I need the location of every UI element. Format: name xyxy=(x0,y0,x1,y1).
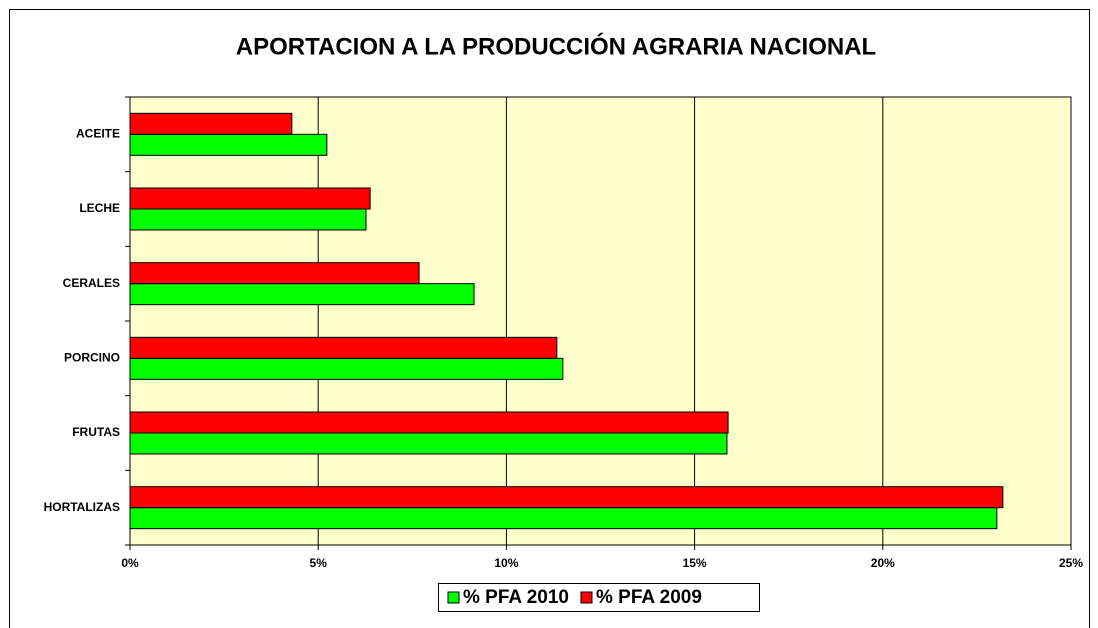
x-tick-label: 25% xyxy=(1059,556,1083,570)
x-tick-label: 5% xyxy=(310,556,328,570)
bar xyxy=(129,133,328,156)
bar xyxy=(129,112,293,135)
legend-box xyxy=(438,583,760,612)
y-tick-label: HORTALIZAS xyxy=(44,500,120,514)
x-tick-label: 10% xyxy=(494,556,518,570)
y-tick-label: ACEITE xyxy=(76,127,120,141)
plot-area xyxy=(129,96,1072,546)
bar xyxy=(129,486,1004,509)
y-tick-label: FRUTAS xyxy=(72,425,120,439)
y-tick-label: CERALES xyxy=(63,276,120,290)
bar xyxy=(129,283,475,306)
bar xyxy=(129,336,558,359)
legend-swatch xyxy=(580,591,593,604)
y-tick-label: PORCINO xyxy=(64,351,120,365)
bar xyxy=(129,411,729,434)
chart-title: APORTACION A LA PRODUCCIÓN AGRARIA NACIO… xyxy=(236,32,876,60)
bar xyxy=(129,208,367,231)
legend-label: % PFA 2009 xyxy=(596,587,702,608)
x-tick-label: 20% xyxy=(871,556,895,570)
legend-swatch xyxy=(447,591,460,604)
legend-label: % PFA 2010 xyxy=(463,587,569,608)
bar xyxy=(129,262,420,285)
y-tick-label: LECHE xyxy=(79,201,120,215)
bar xyxy=(129,357,564,380)
bar xyxy=(129,432,728,455)
x-tick-label: 15% xyxy=(683,556,707,570)
x-tick-label: 0% xyxy=(121,556,139,570)
bar xyxy=(129,187,371,210)
bar xyxy=(129,507,998,530)
